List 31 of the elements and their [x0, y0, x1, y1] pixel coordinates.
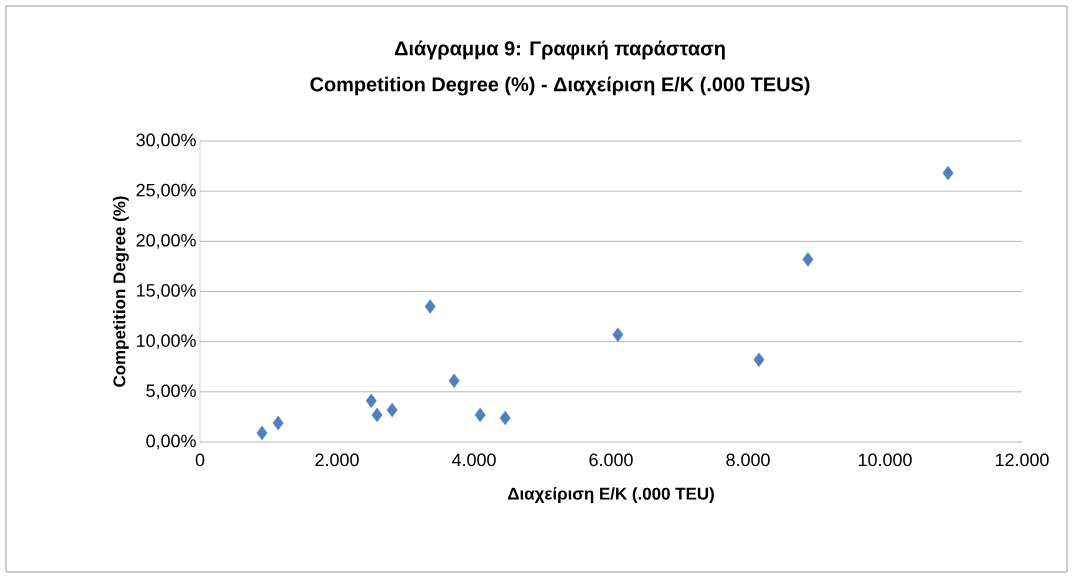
point	[474, 407, 486, 423]
y-tick-label: 20,00%	[136, 233, 196, 249]
point	[942, 165, 954, 181]
y-tick-label: 25,00%	[136, 183, 196, 199]
x-tick-label: 4.000	[451, 453, 496, 467]
x-tick-label: 6.000	[589, 453, 633, 467]
x-tick-label: 12.000	[995, 453, 1049, 467]
y-tick-label: 5,00%	[146, 384, 196, 400]
point	[753, 352, 765, 367]
y-tick-label: 10,00%	[137, 334, 196, 350]
x-tick-label: 0	[195, 453, 205, 467]
x-tick-label: 2.000	[315, 453, 359, 467]
point	[365, 393, 377, 409]
point	[612, 327, 624, 342]
point	[371, 407, 383, 423]
point	[499, 410, 511, 426]
x-tick-label: 10.000	[858, 453, 912, 467]
point	[802, 252, 814, 267]
point	[448, 373, 460, 388]
point	[386, 402, 398, 418]
y-tick-label: 15,00%	[137, 284, 196, 299]
chart-title: Διάγραμμα 9: Γραφική παράσταση	[394, 40, 725, 60]
y-axis-title: Competition Degree (%)	[112, 196, 129, 387]
y-tick-label: 0,00%	[146, 434, 196, 450]
x-tick-label: 8.000	[726, 453, 770, 467]
point	[424, 299, 436, 314]
x-axis-title: Διαχείριση Ε/Κ (.000 TEU)	[508, 487, 714, 504]
point	[256, 425, 268, 441]
chart-subtitle: Competition Degree (%) - Διαχείριση Ε/Κ (.000 TEUS)	[310, 76, 810, 96]
point	[272, 415, 284, 431]
y-tick-label: 30,00%	[136, 133, 196, 149]
